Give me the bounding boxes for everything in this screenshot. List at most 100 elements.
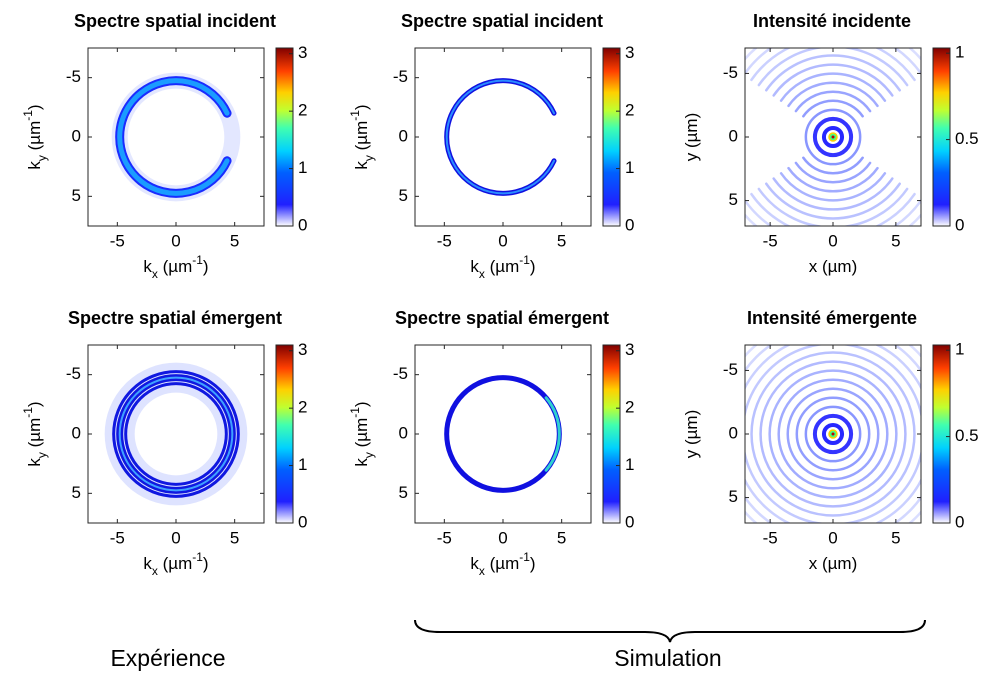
ring xyxy=(116,374,236,494)
image xyxy=(745,345,921,523)
x-tick-label: -5 xyxy=(763,231,778,250)
x-tick-label: -5 xyxy=(437,231,452,250)
image xyxy=(88,345,264,523)
ring xyxy=(779,172,887,202)
image xyxy=(415,48,591,226)
colorbar-frame xyxy=(275,47,294,227)
ring xyxy=(120,378,232,490)
colorbar-tick-label: 2 xyxy=(625,398,634,417)
axis-label-part: y xyxy=(35,155,49,161)
axis-label-part: k xyxy=(25,161,44,170)
chart-title: Spectre spatial incident xyxy=(74,11,276,31)
axis-label-part: k xyxy=(352,458,371,467)
y-tick-label: 0 xyxy=(729,126,738,145)
axis-label-part: ) xyxy=(203,257,209,276)
x-tick-label: 5 xyxy=(891,231,900,250)
y-tick-label: 5 xyxy=(729,190,738,209)
ring xyxy=(745,48,921,76)
axis-label-part: ) xyxy=(530,257,536,276)
axis-label: kx (µm-1) xyxy=(470,550,535,578)
x-tick-label: -5 xyxy=(110,231,125,250)
axis-label-part: ) xyxy=(352,104,371,110)
axis-label-part: ) xyxy=(25,104,44,110)
x-tick-label: 0 xyxy=(171,528,180,547)
ring xyxy=(772,177,894,211)
axis-label-part: k xyxy=(143,554,152,573)
x-tick-label: 0 xyxy=(498,231,507,250)
ring xyxy=(795,396,871,472)
colorbar-tick-label: 1 xyxy=(625,158,634,177)
axis-label: ky (µm-1) xyxy=(21,104,49,169)
axis-label-part: x (µm) xyxy=(809,554,858,573)
ring xyxy=(750,48,916,82)
axis-label-part: ) xyxy=(25,401,44,407)
axis-label: ky (µm-1) xyxy=(21,401,49,466)
y-tick-label: -5 xyxy=(66,67,81,86)
chart-title: Spectre spatial émergent xyxy=(68,308,282,328)
ring xyxy=(812,413,854,455)
x-tick-label: 5 xyxy=(557,231,566,250)
caption: Expérience xyxy=(110,645,225,671)
y-tick-label: 5 xyxy=(72,186,81,205)
colorbar-tick-label: 1 xyxy=(955,43,964,62)
y-tick-label: -5 xyxy=(723,63,738,82)
colorbar-tick-label: 3 xyxy=(298,340,307,359)
colorbar xyxy=(603,345,620,523)
chart-title: Spectre spatial émergent xyxy=(395,308,609,328)
axis-label: ky (µm-1) xyxy=(348,104,376,169)
peak xyxy=(831,135,835,139)
ring xyxy=(787,166,879,193)
axis-label-part: (µm xyxy=(25,418,44,452)
colorbar-tick-label: 3 xyxy=(625,340,634,359)
chart-title: Intensité émergente xyxy=(747,308,917,328)
ring xyxy=(750,351,916,517)
image-background xyxy=(415,345,591,523)
image xyxy=(88,48,264,226)
axis-label-part: x xyxy=(479,267,485,281)
ring xyxy=(787,81,879,108)
ring xyxy=(544,396,561,472)
x-tick-label: 5 xyxy=(230,231,239,250)
colorbar-frame xyxy=(602,47,621,227)
ring xyxy=(777,378,889,490)
colorbar-tick-label: 2 xyxy=(298,398,307,417)
axis-label-part: k xyxy=(143,257,152,276)
axis-label-part: x xyxy=(152,564,158,578)
ring xyxy=(804,405,862,463)
axis-label-part: (µm xyxy=(158,554,192,573)
y-tick-label: 0 xyxy=(399,126,408,145)
ring xyxy=(802,99,864,118)
ring xyxy=(112,370,240,498)
x-tick-label: 0 xyxy=(828,231,837,250)
axis-label-part: -1 xyxy=(192,253,203,267)
colorbar xyxy=(603,48,620,226)
axis-label-part: k xyxy=(470,554,479,573)
colorbar-frame xyxy=(602,344,621,524)
ring xyxy=(821,422,845,446)
colorbar-tick-label: 0.5 xyxy=(955,426,979,445)
ring xyxy=(765,182,901,220)
panel: -5 0 5 -5 0 5 Intensité émergente x (µm) y (µm) 0… xyxy=(682,308,979,574)
chart-title: Intensité incidente xyxy=(753,11,911,31)
axis-label: ky (µm-1) xyxy=(348,401,376,466)
colorbar-frame xyxy=(932,344,951,524)
y-tick-label: 5 xyxy=(72,483,81,502)
ring xyxy=(794,161,872,184)
y-tick-label: 0 xyxy=(72,126,81,145)
axis-label: x (µm) xyxy=(809,257,858,276)
axis-label-part: k xyxy=(25,458,44,467)
ring xyxy=(118,376,234,492)
panel: -5 0 5 -5 0 5 Intensité incidente x (µm) y (µm) 0… xyxy=(682,11,978,277)
ring xyxy=(745,198,921,226)
axis-label-part: -1 xyxy=(21,110,35,121)
ring xyxy=(772,63,894,97)
ring xyxy=(821,125,845,149)
colorbar-tick-label: 0 xyxy=(955,512,964,531)
ring xyxy=(765,54,901,92)
axis-label-part: ) xyxy=(352,401,371,407)
ring xyxy=(117,78,230,196)
colorbar-tick-label: 0 xyxy=(625,215,634,234)
ring xyxy=(124,382,228,486)
x-tick-label: 0 xyxy=(171,231,180,250)
